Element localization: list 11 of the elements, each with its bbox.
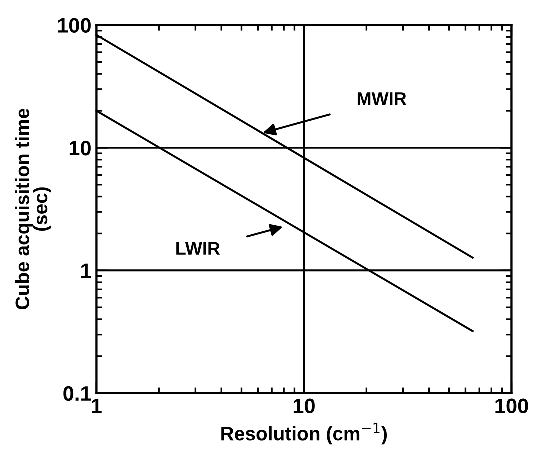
- x-tick-label: 100: [496, 398, 528, 414]
- y-tick-label: 1: [82, 264, 92, 278]
- y-tick-label: 100: [58, 18, 91, 33]
- annotation: MWIR: [358, 92, 407, 106]
- x-axis-title: Resolution (cm$^{−1}$): [222, 423, 388, 445]
- annotation: LWIR: [176, 242, 220, 255]
- x-tick-label: 10: [294, 398, 315, 414]
- y-axis-title: Cube acquisition time (sec): [15, 108, 52, 310]
- x-tick-label: 1: [92, 398, 102, 414]
- y-tick-label: 10: [70, 140, 91, 156]
- y-tick-label: 0.1: [64, 386, 92, 402]
